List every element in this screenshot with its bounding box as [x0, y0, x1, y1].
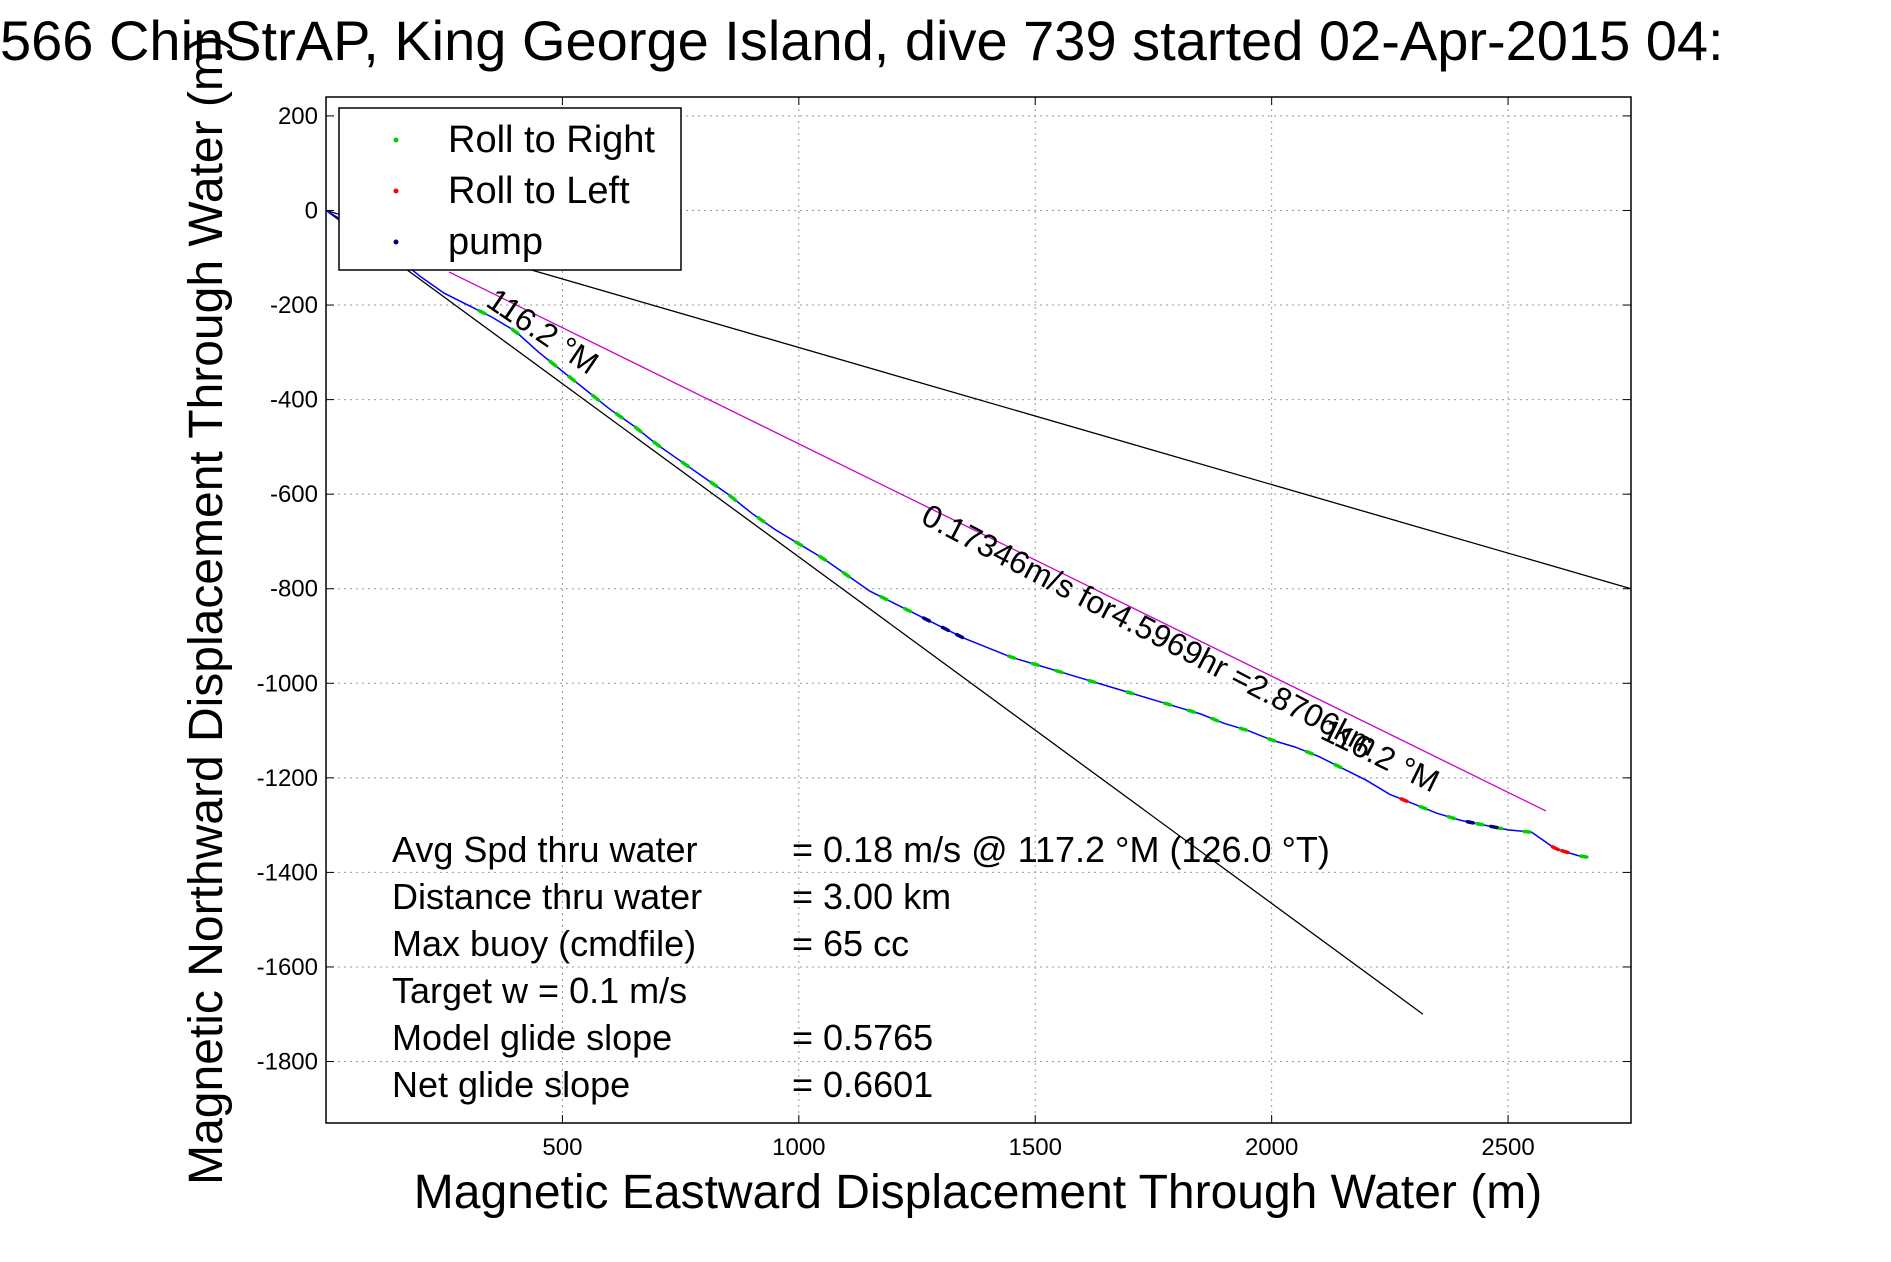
roll-right-marker: [510, 327, 520, 336]
roll-right-marker: [1522, 829, 1532, 834]
track-layer: [325, 209, 1589, 859]
stats-value: = 65 cc: [792, 923, 909, 964]
stats-value: = 3.00 km: [792, 876, 951, 917]
roll-left-marker: [1560, 849, 1570, 855]
y-tick-label: -200: [270, 292, 318, 319]
roll-right-marker: [633, 425, 643, 434]
pump-marker: [921, 616, 932, 623]
roll-right-marker: [1333, 762, 1343, 770]
pump-marker: [940, 625, 950, 633]
roll-right-marker: [1030, 661, 1040, 667]
roll-right-marker: [652, 440, 662, 449]
stats-value: = 0.18 m/s @ 117.2 °M (126.0 °T): [792, 829, 1330, 870]
roll-right-marker: [902, 606, 913, 614]
roll-right-marker: [548, 359, 558, 368]
roll-right-marker: [680, 460, 690, 469]
pump-marker: [1465, 819, 1475, 825]
stats-label: Avg Spd thru water: [392, 829, 698, 870]
x-tick-label: 2000: [1245, 1134, 1298, 1161]
stats-label: Target w = 0.1 m/s: [392, 970, 687, 1011]
reference-line: [448, 271, 1547, 812]
y-tick-label: -1400: [257, 859, 318, 886]
y-tick-label: -1600: [257, 954, 318, 981]
marker-layer: [477, 308, 1589, 859]
grid: [326, 97, 1631, 1123]
legend-label-roll-left: Roll to Left: [448, 170, 630, 212]
track-annotation: 116.2 °M: [480, 281, 605, 381]
stats-label: Model glide slope: [392, 1017, 672, 1058]
roll-right-marker: [1054, 668, 1064, 675]
roll-right-marker: [1186, 708, 1196, 714]
track-annotation: 0.17346m/s for4.5969hr =2.8706km: [916, 497, 1383, 763]
roll-right-marker: [728, 493, 738, 502]
y-tick-label: -400: [270, 387, 318, 414]
stats-panel: Avg Spd thru water = 0.18 m/s @ 117.2 °M …: [392, 829, 1330, 1105]
roll-right-marker: [1238, 726, 1248, 732]
roll-right-marker: [1125, 690, 1135, 696]
roll-right-marker: [477, 308, 487, 316]
axis-ticks: 500 1000 1500 2000 25002000-200-400-600-800-…: [257, 97, 1631, 1161]
x-tick-label: 500: [542, 1134, 582, 1161]
roll-left-marker: [1550, 845, 1560, 852]
legend-marker-roll-right: [393, 137, 399, 143]
roll-right-marker: [709, 480, 719, 488]
reference-line: [325, 209, 1632, 590]
y-tick-label: 200: [278, 103, 318, 130]
x-tick-label: 1500: [1009, 1134, 1062, 1161]
y-tick-label: -1800: [257, 1049, 318, 1076]
reference-line: [325, 209, 1424, 1015]
roll-right-marker: [590, 393, 601, 402]
plot-area-frame: [325, 96, 1632, 1124]
roll-right-marker: [1087, 678, 1097, 684]
roll-right-marker: [817, 554, 828, 562]
x-axis-label: Magnetic Eastward Displacement Through W…: [414, 1166, 1542, 1219]
roll-right-marker: [1418, 804, 1428, 811]
roll-right-marker: [1304, 749, 1315, 756]
pump-marker: [955, 632, 965, 640]
legend: Roll to Right Roll to Left pump: [338, 107, 682, 271]
roll-right-marker: [794, 540, 804, 548]
chart-title: 566 ChinStrAP, King George Island, dive …: [0, 9, 1724, 72]
track-line: [325, 209, 1589, 859]
stats-value: = 0.6601: [792, 1064, 933, 1105]
x-tick-label: 1000: [772, 1134, 825, 1161]
roll-right-marker: [756, 515, 766, 524]
roll-right-marker: [1163, 701, 1173, 707]
pump-marker: [1489, 824, 1499, 830]
y-tick-label: -800: [270, 576, 318, 603]
roll-right-marker: [1210, 716, 1220, 723]
roll-right-marker: [1267, 737, 1277, 743]
stats-label: Distance thru water: [392, 876, 702, 917]
legend-marker-roll-left: [393, 188, 399, 194]
roll-right-marker: [879, 595, 889, 602]
roll-right-marker: [1446, 814, 1456, 821]
y-tick-label: -1000: [257, 670, 318, 697]
roll-right-marker: [1579, 854, 1589, 859]
legend-label-roll-right: Roll to Right: [448, 119, 655, 161]
legend-marker-pump: [393, 239, 399, 245]
y-tick-label: -1200: [257, 765, 318, 792]
roll-right-marker: [1475, 821, 1485, 827]
roll-right-marker: [841, 570, 851, 579]
reference-lines: [325, 209, 1632, 1015]
roll-right-marker: [567, 374, 577, 383]
y-tick-label: 0: [305, 197, 318, 224]
x-tick-label: 2500: [1481, 1134, 1534, 1161]
y-axis-label: Magnetic Northward Displacement Through …: [180, 35, 233, 1185]
stats-value: = 0.5765: [792, 1017, 933, 1058]
y-tick-label: -600: [270, 481, 318, 508]
roll-left-marker: [1399, 797, 1409, 803]
track-annotation: 116.2 °M: [1316, 712, 1445, 800]
stats-label: Net glide slope: [392, 1064, 630, 1105]
roll-right-marker: [1007, 654, 1017, 660]
legend-label-pump: pump: [448, 221, 543, 263]
roll-right-marker: [614, 411, 624, 420]
stats-label: Max buoy (cmdfile): [392, 923, 696, 964]
